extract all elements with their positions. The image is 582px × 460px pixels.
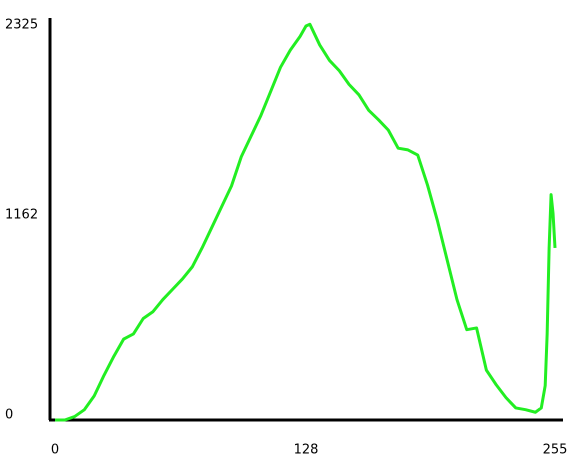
histogram-line xyxy=(55,22,557,422)
y-tick-label: 1162 xyxy=(5,208,38,223)
x-tick-label: 128 xyxy=(294,443,319,458)
x-tick-label: 255 xyxy=(543,443,568,458)
y-tick-label: 2325 xyxy=(5,18,38,33)
x-tick-label: 0 xyxy=(51,443,59,458)
y-tick-label: 0 xyxy=(5,408,13,423)
